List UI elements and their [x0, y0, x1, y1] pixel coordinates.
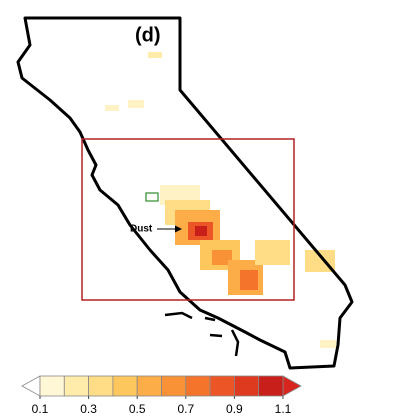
dust-field — [105, 52, 338, 348]
panel-label: (d) — [135, 24, 161, 46]
dust-cell — [255, 240, 290, 265]
annotation-arrowhead — [175, 225, 182, 233]
colorbar-tick-label: 0.7 — [177, 402, 194, 416]
colorbar-bin — [233, 375, 260, 397]
dust-cell — [212, 250, 232, 265]
colorbar-tick-label: 0.3 — [80, 402, 97, 416]
colorbar: 0.1 0.3 0.5 0.7 0.9 1.1 — [21, 375, 302, 416]
annotation: Dust — [130, 224, 153, 235]
colorbar-bin — [63, 375, 90, 397]
colorbar-bin — [209, 375, 235, 397]
colorbar-under — [21, 375, 41, 397]
colorbar-bin — [112, 375, 138, 397]
dust-cell — [105, 105, 119, 111]
colorbar-tick-label: 0.5 — [129, 402, 146, 416]
colorbar-tick-label: 0.1 — [32, 402, 49, 416]
dust-cell — [240, 270, 258, 290]
colorbar-bin — [161, 375, 187, 397]
colorbar-bin — [185, 375, 211, 397]
colorbar-bin — [39, 375, 65, 397]
dust-cell — [128, 100, 144, 108]
colorbar-bin — [258, 375, 284, 397]
domain-box — [81, 138, 295, 301]
islands — [164, 311, 240, 357]
colorbar-bin — [136, 375, 162, 397]
colorbar-tick-label: 0.9 — [226, 402, 243, 416]
site-box — [145, 192, 159, 202]
dust-cell — [320, 340, 338, 348]
colorbar-bin — [88, 375, 114, 397]
colorbar-over — [282, 375, 302, 397]
colorbar-tick-label: 1.1 — [275, 402, 292, 416]
dust-cell — [195, 226, 207, 236]
state-outline — [16, 16, 354, 370]
dust-cell — [148, 52, 162, 58]
